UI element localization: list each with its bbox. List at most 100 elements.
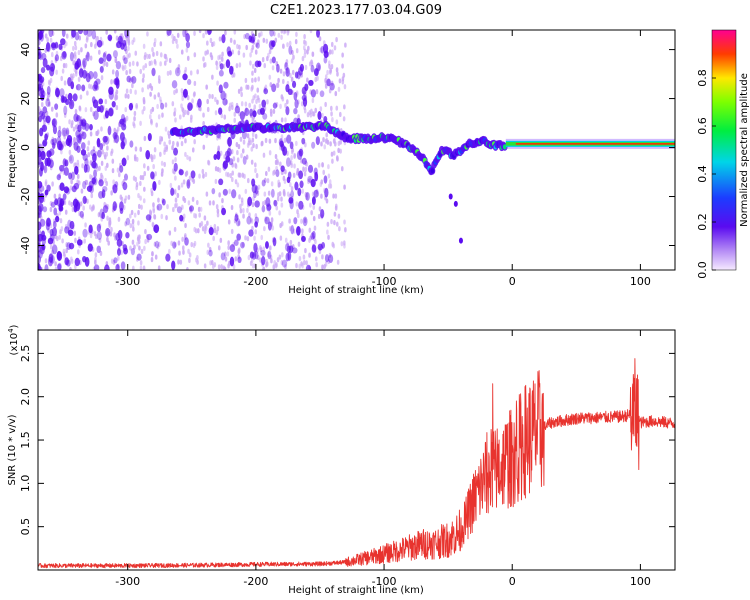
- noise-speck: [205, 84, 208, 90]
- noise-blob: [101, 211, 106, 220]
- noise-speck: [63, 112, 67, 118]
- noise-speck: [69, 185, 73, 191]
- x-tick-label: -200: [243, 575, 268, 588]
- noise-blob: [93, 110, 99, 121]
- noise-speck: [263, 63, 267, 69]
- noise-speck: [249, 60, 252, 66]
- noise-speck: [309, 30, 313, 34]
- noise-speck: [330, 105, 333, 112]
- noise-speck: [181, 106, 184, 113]
- noise-speck: [185, 47, 189, 53]
- noise-speck: [120, 249, 123, 256]
- noise-speck: [340, 241, 344, 247]
- noise-speck: [321, 254, 324, 260]
- noise-speck: [240, 91, 243, 98]
- noise-speck: [281, 78, 285, 85]
- noise-speck: [328, 179, 332, 185]
- noise-speck: [149, 210, 153, 216]
- noise-speck: [161, 112, 164, 118]
- noise-speck: [324, 101, 327, 108]
- noise-blob: [81, 131, 87, 140]
- noise-speck: [172, 206, 175, 213]
- noise-speck: [343, 84, 347, 90]
- noise-blob: [71, 171, 75, 181]
- noise-speck: [65, 247, 68, 254]
- noise-blob: [253, 242, 258, 253]
- noise-blob: [60, 38, 66, 46]
- noise-blob: [71, 185, 77, 193]
- noise-speck: [79, 94, 83, 100]
- noise-speck: [310, 59, 313, 65]
- noise-blob: [68, 172, 73, 180]
- noise-blob: [61, 127, 67, 137]
- noise-speck: [202, 120, 205, 127]
- noise-speck: [107, 240, 110, 246]
- noise-blob: [119, 165, 124, 173]
- noise-speck: [208, 246, 212, 253]
- noise-blob: [271, 40, 276, 48]
- noise-speck: [231, 170, 235, 176]
- noise-blob: [102, 135, 108, 143]
- colorbar-tick-label: 0.0: [696, 261, 709, 279]
- noise-speck: [152, 202, 155, 208]
- noise-speck: [94, 259, 97, 265]
- colorbar: 0.0 0.2 0.4 0.6 0.8 Normalized spectral ampl…: [696, 29, 750, 279]
- noise-speck: [98, 237, 102, 244]
- noise-speck: [213, 223, 217, 230]
- noise-speck: [149, 91, 152, 97]
- noise-blob: [77, 30, 84, 35]
- noise-speck: [44, 33, 48, 39]
- noise-blob: [113, 257, 118, 264]
- noise-speck: [181, 204, 184, 210]
- noise-blob: [116, 248, 122, 256]
- noise-blob: [284, 62, 289, 71]
- tail-blob: [453, 200, 458, 207]
- noise-speck: [278, 181, 281, 188]
- noise-speck: [86, 90, 89, 96]
- noise-blob: [239, 110, 245, 121]
- noise-speck: [174, 156, 177, 163]
- noise-speck: [105, 30, 108, 35]
- noise-speck: [200, 220, 204, 227]
- noise-speck: [254, 162, 257, 168]
- noise-blob: [285, 157, 291, 168]
- noise-blob: [73, 113, 79, 123]
- noise-blob: [54, 103, 59, 110]
- noise-speck: [304, 64, 308, 71]
- noise-speck: [237, 172, 241, 178]
- noise-speck: [116, 126, 120, 132]
- noise-blob: [50, 201, 56, 208]
- noise-speck: [258, 103, 262, 109]
- noise-blob: [125, 217, 131, 226]
- noise-blob: [44, 189, 49, 196]
- noise-speck: [220, 264, 223, 270]
- noise-blob: [323, 56, 328, 64]
- noise-speck: [186, 55, 190, 61]
- noise-speck: [318, 36, 322, 42]
- noise-blob: [93, 264, 100, 270]
- noise-blob: [39, 76, 45, 83]
- noise-blob: [38, 52, 42, 60]
- noise-speck: [113, 30, 117, 34]
- noise-blob: [51, 142, 56, 150]
- noise-speck: [234, 256, 238, 262]
- noise-speck: [64, 209, 68, 215]
- noise-blob: [71, 30, 76, 38]
- noise-speck: [80, 188, 84, 194]
- noise-speck: [336, 259, 340, 265]
- noise-speck: [314, 256, 318, 262]
- noise-blob: [91, 30, 97, 40]
- noise-speck: [245, 154, 249, 160]
- noise-speck: [148, 60, 152, 67]
- noise-speck: [265, 258, 268, 265]
- noise-blob: [223, 81, 229, 89]
- noise-blob: [83, 163, 88, 173]
- noise-speck: [251, 263, 255, 269]
- noise-speck: [184, 109, 187, 115]
- noise-speck: [68, 149, 72, 155]
- noise-speck: [74, 237, 77, 243]
- noise-speck: [143, 135, 147, 142]
- noise-speck: [330, 41, 334, 48]
- noise-blob: [68, 242, 75, 250]
- noise-blob: [190, 170, 196, 179]
